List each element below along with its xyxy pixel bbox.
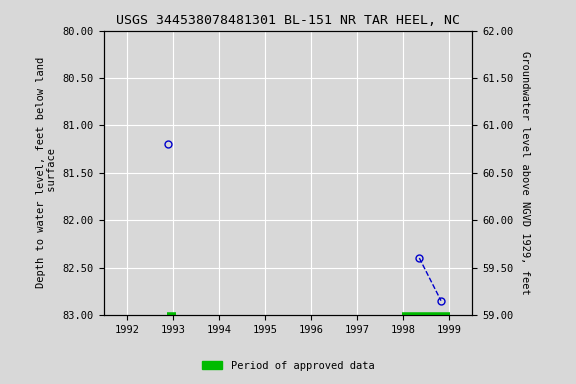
Y-axis label: Depth to water level, feet below land
 surface: Depth to water level, feet below land su…: [36, 57, 57, 288]
Y-axis label: Groundwater level above NGVD 1929, feet: Groundwater level above NGVD 1929, feet: [520, 51, 530, 295]
Title: USGS 344538078481301 BL-151 NR TAR HEEL, NC: USGS 344538078481301 BL-151 NR TAR HEEL,…: [116, 14, 460, 27]
Legend: Period of approved data: Period of approved data: [198, 357, 378, 375]
